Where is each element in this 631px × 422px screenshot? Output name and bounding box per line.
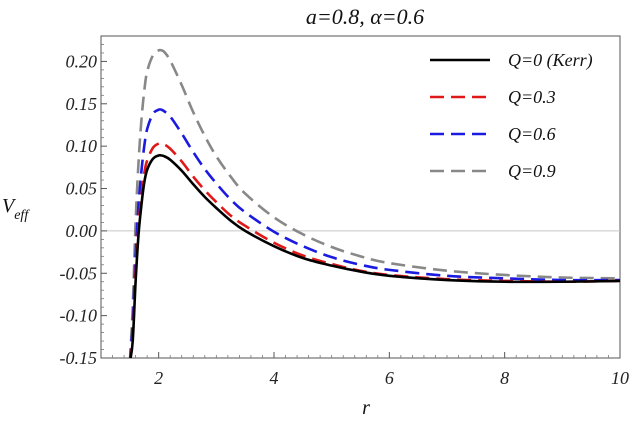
x-tick-label: 6 — [385, 368, 394, 388]
series-lines — [128, 48, 620, 358]
y-axis-label-main: V — [2, 195, 17, 217]
x-tick-label: 2 — [154, 368, 163, 388]
y-tick-label: 0.10 — [66, 136, 98, 156]
y-tick-label: 0.00 — [66, 221, 98, 241]
x-tick-label: 10 — [611, 368, 629, 388]
legend-label: Q=0.9 — [508, 161, 556, 181]
x-axis-label: r — [362, 397, 370, 419]
y-tick-label: -0.15 — [60, 348, 98, 368]
series-line-2 — [128, 108, 620, 358]
y-axis-label: Veff — [2, 195, 30, 223]
series-line-3 — [128, 48, 620, 358]
y-axis-label-subscript: eff — [14, 208, 30, 223]
plot-frame — [100, 35, 621, 359]
axis-ticks: 2 4 6 8 10 0.20 0.15 0.10 0.05 0.00 -0.05 -0.10 -0.1… — [60, 44, 629, 388]
y-tick-label: 0.20 — [66, 51, 98, 71]
chart-title: a=0.8, α=0.6 — [306, 4, 424, 29]
legend-label: Q=0.3 — [508, 87, 556, 107]
x-tick-label: 8 — [500, 368, 509, 388]
legend: Q=0 (Kerr) Q=0.3 Q=0.6 Q=0.9 — [430, 50, 593, 181]
legend-label: Q=0 (Kerr) — [508, 50, 593, 71]
x-tick-label: 4 — [270, 368, 279, 388]
legend-label: Q=0.6 — [508, 124, 556, 144]
y-tick-label: -0.05 — [60, 263, 98, 283]
y-tick-label: 0.05 — [66, 179, 98, 199]
y-tick-label: 0.15 — [66, 94, 98, 114]
plot-border — [100, 35, 621, 359]
series-line-0 — [129, 153, 620, 358]
y-tick-label: -0.10 — [60, 306, 98, 326]
